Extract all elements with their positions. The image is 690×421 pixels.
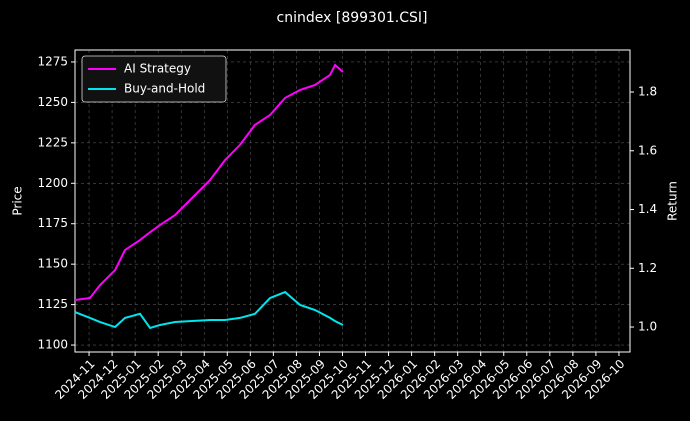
series-line	[74, 290, 344, 330]
y2-tick-label: 1.6	[638, 143, 657, 157]
chart-title: cnindex [899301.CSI]	[277, 10, 428, 26]
y2-tick-label: 1.8	[638, 85, 657, 99]
y-tick-label: 1250	[37, 95, 68, 109]
plot-frame	[74, 49, 631, 353]
y-tick-label: 1225	[37, 135, 68, 149]
legend-box	[81, 55, 227, 103]
y2-tick-label: 1.0	[638, 320, 657, 334]
y-tick-label: 1200	[37, 176, 68, 190]
legend-label: AI Strategy	[124, 62, 191, 76]
y2-tick-label: 1.4	[638, 202, 657, 216]
y-tick-label: 1125	[37, 297, 68, 311]
y-tick-label: 1275	[37, 54, 68, 68]
series-line	[74, 63, 344, 301]
legend-label: Buy-and-Hold	[124, 82, 205, 96]
y2-tick-label: 1.2	[638, 261, 657, 275]
y-tick-label: 1100	[37, 338, 68, 352]
y2-axis-label: Return	[666, 181, 680, 221]
y-tick-label: 1150	[37, 257, 68, 271]
y-axis-label: Price	[11, 186, 25, 215]
y-tick-label: 1175	[37, 216, 68, 230]
